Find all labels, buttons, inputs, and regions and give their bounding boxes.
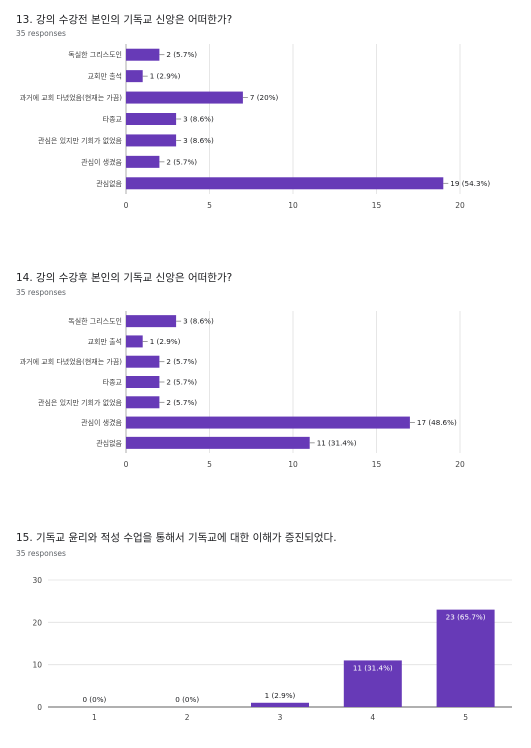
data-label: 3 (8.6%): [183, 317, 214, 326]
bar: [126, 155, 160, 168]
category-label: 교회만 출석: [88, 337, 122, 346]
data-label: 23 (65.7%): [446, 613, 486, 622]
y-tick-label: 0: [37, 703, 42, 712]
bar: [126, 396, 160, 409]
category-label: 관심이 생겼음: [81, 418, 122, 427]
y-tick-label: 10: [32, 661, 42, 670]
data-label: 0 (0%): [175, 695, 199, 704]
data-label: 7 (20%): [250, 93, 279, 102]
category-label: 과거에 교회 다녔었음(현재는 가끔): [20, 93, 123, 102]
category-label: 관심이 생겼음: [81, 157, 122, 166]
x-tick-label: 10: [288, 201, 298, 210]
data-label: 17 (48.6%): [417, 418, 457, 427]
category-label: 타종교: [103, 115, 123, 124]
category-label: 독실한 그리스도인: [68, 50, 122, 59]
bar: [126, 48, 160, 61]
data-label: 1 (2.9%): [265, 691, 296, 700]
data-label: 11 (31.4%): [317, 438, 357, 447]
x-tick-label: 5: [463, 713, 468, 722]
bar: [126, 134, 177, 147]
bar: [126, 416, 410, 429]
data-label: 1 (2.9%): [150, 337, 181, 346]
y-tick-label: 30: [32, 576, 42, 585]
x-tick-label: 0: [124, 460, 129, 469]
x-tick-label: 1: [92, 713, 97, 722]
data-label: 19 (54.3%): [450, 179, 490, 188]
x-tick-label: 5: [207, 460, 212, 469]
x-tick-label: 5: [207, 201, 212, 210]
chart-13-plot: 0 5 10 15 20 독실한 그리스도인 2 (5.7%) 교회만 출석 1 (2.9%) 과…: [20, 44, 490, 210]
category-label: 독실한 그리스도인: [68, 317, 122, 326]
category-label: 관심없음: [96, 179, 122, 188]
chart-13-responses: 35 responses: [16, 29, 66, 38]
chart-14-title: 14. 강의 수강후 본인의 기독교 신앙은 어떠한가?: [16, 272, 233, 284]
bar: [126, 376, 160, 388]
data-label: 0 (0%): [82, 695, 106, 704]
x-tick-label: 4: [370, 713, 375, 722]
chart-14-plot: 0 5 10 15 20 독실한 그리스도인 3 (8.6%) 교회만 출석 1 (2.9%) 과…: [20, 311, 465, 469]
data-label: 3 (8.6%): [183, 136, 214, 145]
x-tick-label: 15: [372, 201, 382, 210]
x-tick-label: 3: [278, 713, 283, 722]
chart-14-responses: 35 responses: [16, 288, 66, 297]
category-label: 과거에 교회 다녔었음(현재는 가끔): [20, 357, 123, 366]
bar: [126, 91, 243, 104]
bar: [126, 335, 143, 348]
x-tick-label: 2: [185, 713, 190, 722]
category-label: 관심은 있지만 기회가 없었음: [38, 136, 123, 145]
data-label: 2 (5.7%): [166, 357, 197, 366]
bar: [126, 355, 160, 368]
bar: [126, 315, 177, 328]
bar: [126, 113, 177, 125]
category-label: 관심은 있지만 기회가 없었음: [38, 398, 123, 407]
data-label: 3 (8.6%): [183, 115, 214, 124]
y-tick-label: 20: [32, 618, 42, 627]
bar: [126, 177, 444, 190]
x-tick-label: 20: [455, 201, 465, 210]
x-tick-label: 10: [288, 460, 298, 469]
data-label: 2 (5.7%): [166, 157, 197, 166]
data-label: 2 (5.7%): [166, 378, 197, 387]
chart-15-responses: 35 responses: [16, 549, 66, 558]
chart-13-title: 13. 강의 수강전 본인의 기독교 신앙은 어떠한가?: [16, 14, 233, 26]
bar: [436, 609, 495, 707]
chart-14: 14. 강의 수강후 본인의 기독교 신앙은 어떠한가? 35 response…: [16, 272, 465, 469]
bar: [126, 436, 310, 449]
category-label: 교회만 출석: [88, 72, 122, 81]
chart-13: 13. 강의 수강전 본인의 기독교 신앙은 어떠한가? 35 response…: [0, 0, 531, 230]
data-label: 2 (5.7%): [166, 398, 197, 407]
x-tick-label: 0: [124, 201, 129, 210]
bar: [343, 660, 402, 707]
data-label: 11 (31.4%): [353, 663, 393, 672]
data-label: 2 (5.7%): [166, 50, 197, 59]
x-tick-label: 20: [455, 460, 465, 469]
bar: [251, 702, 309, 707]
category-label: 타종교: [103, 378, 123, 387]
category-label: 관심없음: [96, 438, 122, 447]
x-tick-label: 15: [372, 460, 382, 469]
chart-15-title: 15. 기독교 윤리와 적성 수업을 통해서 기독교에 대한 이해가 증진되었다…: [16, 532, 337, 544]
data-label: 1 (2.9%): [150, 72, 181, 81]
bar: [126, 70, 143, 83]
